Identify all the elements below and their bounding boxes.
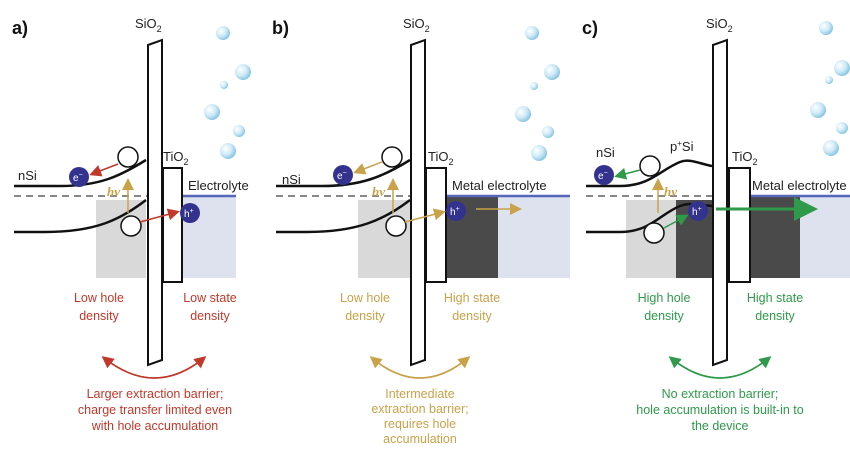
bubble bbox=[204, 104, 220, 120]
panel-c-electron-arrow bbox=[614, 167, 641, 180]
panel-a-letter: a) bbox=[12, 18, 28, 38]
bubble bbox=[233, 125, 245, 137]
panel-b-hole-label: h+ bbox=[450, 206, 460, 218]
panel-b-left-density: Low hole density bbox=[340, 291, 390, 323]
panel-a-exchange-arrow-back bbox=[101, 356, 205, 379]
panel-b-hole bbox=[446, 201, 466, 221]
panel-b-empty-state-bottom bbox=[385, 215, 407, 237]
bubble bbox=[235, 64, 251, 80]
bubble bbox=[525, 26, 539, 40]
panel-b-valence-band bbox=[276, 199, 411, 234]
bubble bbox=[515, 106, 531, 122]
panel-a-right-density: Low state density bbox=[183, 291, 237, 323]
panel-c: c) SiO2 nSi p+Si TiO2 Metal electrolyte … bbox=[582, 16, 850, 433]
panel-b-letter: b) bbox=[272, 18, 289, 38]
panel-b-conduction-band bbox=[276, 158, 411, 188]
bubble bbox=[544, 64, 560, 80]
panel-a-caption: Larger extraction barrier; charge transfe… bbox=[78, 387, 232, 433]
bubble bbox=[542, 126, 554, 138]
panel-c-hole bbox=[688, 201, 708, 221]
panel-c-hole-arrow bbox=[663, 214, 689, 229]
panel-b-hv-label: hν bbox=[372, 184, 385, 199]
panel-a-empty-state-top bbox=[117, 146, 139, 168]
bubble bbox=[216, 26, 230, 40]
panel-b-electron bbox=[333, 165, 353, 185]
panel-c-empty-state-bottom bbox=[643, 222, 665, 244]
panel-a-left-density: Low hole density bbox=[74, 291, 124, 323]
panel-a-sio2-label: SiO2 bbox=[135, 16, 162, 34]
panel-c-letter: c) bbox=[582, 18, 598, 38]
panel-a-electron bbox=[69, 167, 89, 187]
panel-b-caption: Intermediate extraction barrier; requires … bbox=[371, 387, 468, 446]
bubble bbox=[530, 82, 538, 90]
panel-b-empty-state-top bbox=[381, 146, 403, 168]
bubble bbox=[825, 76, 833, 84]
panel-a-empty-state-bottom bbox=[120, 215, 142, 237]
panel-a-hv-label: hν bbox=[107, 184, 120, 199]
panel-c-hv-label: hν bbox=[664, 184, 677, 199]
panel-b-electron-arrow bbox=[353, 161, 383, 175]
panel-a-electrolyte-label: Electrolyte bbox=[188, 178, 249, 193]
panel-c-bubbles bbox=[810, 21, 850, 156]
panel-b-depletion-region bbox=[358, 200, 410, 278]
panel-c-left-density: High hole density bbox=[638, 291, 691, 323]
panel-c-semiconductor-label: nSi bbox=[596, 145, 615, 160]
panel-a-electron-arrow bbox=[89, 163, 119, 177]
bubble bbox=[819, 21, 833, 35]
panel-a-bubbles bbox=[204, 26, 251, 159]
panel-c-p-plus-label: p+Si bbox=[670, 139, 694, 154]
panel-a-tio2-label: TiO2 bbox=[163, 149, 188, 167]
bubble bbox=[810, 102, 826, 118]
panel-b: b) SiO2 nSi TiO2 Metal electrolyte e− h+… bbox=[272, 16, 570, 446]
panel-b-semiconductor-label: nSi bbox=[282, 172, 301, 187]
panel-c-conduction-band bbox=[586, 159, 713, 188]
panel-a: a) SiO2 nSi TiO2 Electrolyte e− h+ hν Lo… bbox=[12, 16, 251, 433]
bubble bbox=[834, 60, 850, 76]
panel-a-semiconductor-label: nSi bbox=[18, 168, 37, 183]
panel-b-tio2-layer bbox=[425, 167, 447, 283]
panel-a-hole bbox=[180, 203, 200, 223]
panel-b-exchange-arrow-back bbox=[369, 356, 469, 379]
panel-b-bubbles bbox=[515, 26, 560, 161]
panel-c-sio2-barrier bbox=[712, 38, 728, 367]
bubble bbox=[531, 145, 547, 161]
bubble bbox=[220, 143, 236, 159]
panel-a-hole-label: h+ bbox=[184, 208, 194, 220]
panel-a-hole-arrow bbox=[139, 208, 180, 223]
panel-a-conduction-band bbox=[14, 158, 147, 188]
panel-b-hole-arrow bbox=[404, 208, 446, 223]
panel-b-sio2-label: SiO2 bbox=[403, 16, 430, 34]
bubble bbox=[836, 122, 848, 134]
panel-c-tio2-layer bbox=[728, 167, 751, 283]
panel-c-caption: No extraction barrier; hole accumulation … bbox=[636, 387, 803, 433]
panel-a-valence-band bbox=[14, 199, 147, 234]
panel-c-hole-label: h+ bbox=[692, 206, 702, 218]
panel-c-electron-label: e− bbox=[598, 170, 608, 182]
panel-a-electron-label: e− bbox=[73, 172, 83, 184]
panel-c-exchange-arrow-back bbox=[668, 356, 770, 379]
panel-a-depletion-region bbox=[96, 200, 146, 278]
panel-b-electron-label: e− bbox=[337, 170, 347, 182]
panel-c-right-density: High state density bbox=[747, 291, 803, 323]
panel-b-sio2-barrier bbox=[410, 38, 426, 367]
panel-a-tio2-layer bbox=[162, 167, 183, 283]
bubble bbox=[823, 140, 839, 156]
panel-a-sio2-barrier bbox=[147, 38, 163, 367]
panel-b-electrolyte-label: Metal electrolyte bbox=[452, 178, 547, 193]
panel-c-tio2-label: TiO2 bbox=[732, 149, 757, 167]
bubble bbox=[220, 81, 228, 89]
panel-b-right-density: High state density bbox=[444, 291, 500, 323]
panel-c-empty-state-top bbox=[639, 155, 661, 177]
panel-c-sio2-label: SiO2 bbox=[706, 16, 733, 34]
panel-b-tio2-label: TiO2 bbox=[428, 149, 453, 167]
panel-c-electrolyte-label: Metal electrolyte bbox=[752, 178, 847, 193]
panel-c-electron bbox=[594, 165, 614, 185]
